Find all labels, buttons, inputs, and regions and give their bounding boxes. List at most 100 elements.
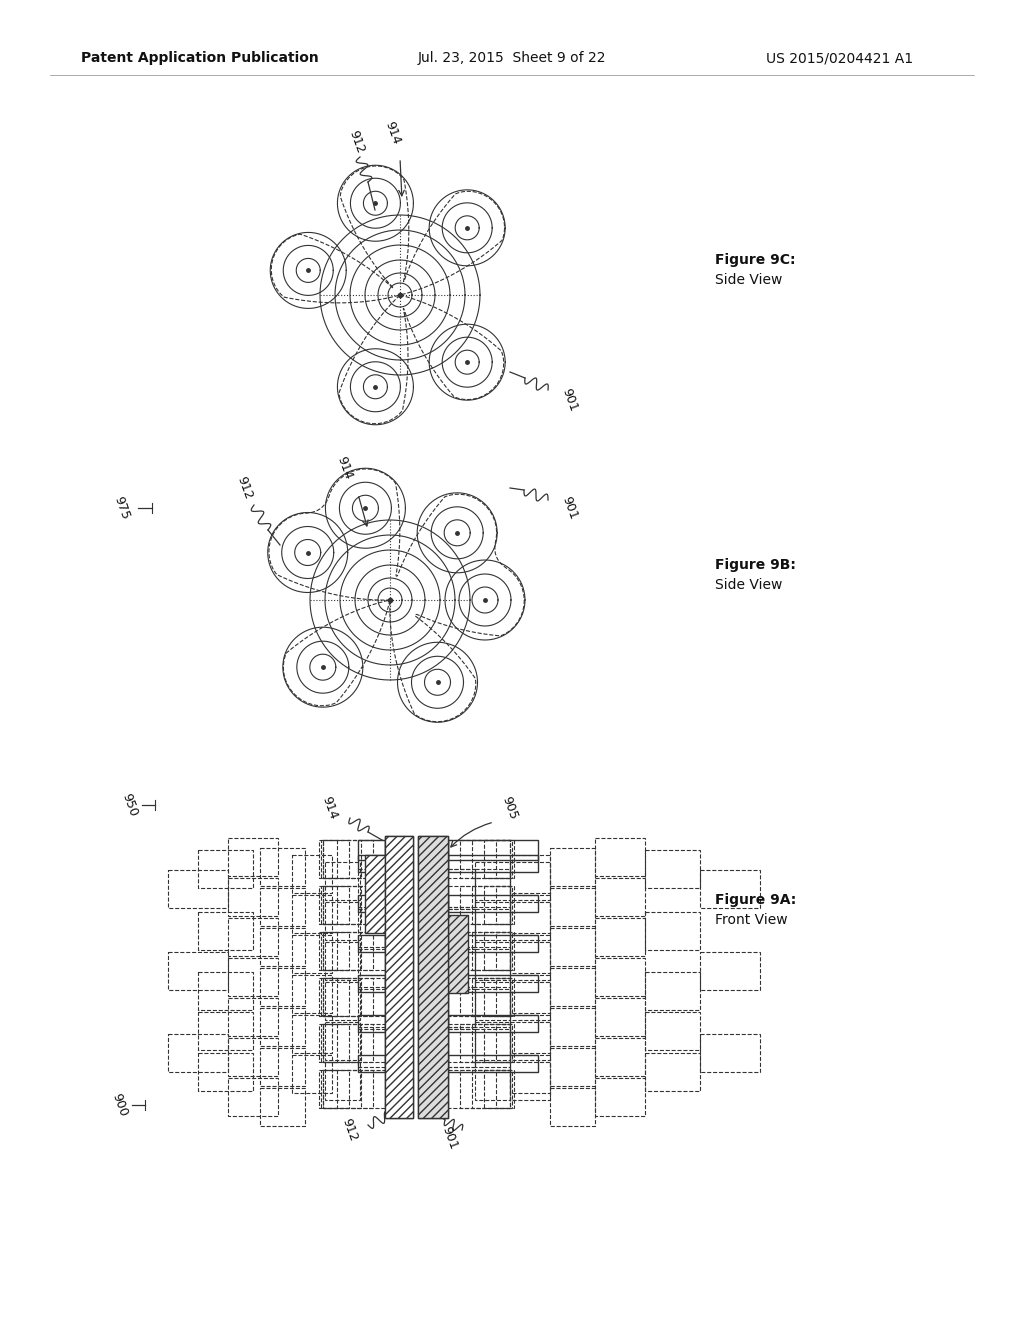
Bar [323, 886, 385, 924]
Bar [449, 915, 468, 993]
Bar [325, 902, 360, 940]
Bar [496, 978, 514, 1016]
Bar [472, 932, 510, 970]
Text: Figure 9B:: Figure 9B: [715, 558, 796, 572]
Bar [228, 1038, 278, 1076]
Bar [475, 1030, 510, 1067]
Bar [550, 1048, 595, 1086]
Bar [510, 942, 550, 979]
Bar [645, 1053, 700, 1092]
Bar [319, 932, 337, 970]
Bar [323, 932, 373, 970]
Bar [321, 1071, 349, 1107]
Bar [550, 847, 595, 886]
Text: 901: 901 [440, 1125, 460, 1151]
Bar [449, 1024, 510, 1063]
Bar [449, 978, 510, 1016]
Bar [475, 1063, 510, 1100]
Text: Front View: Front View [715, 913, 787, 927]
Bar [510, 855, 550, 894]
Text: 975: 975 [112, 495, 132, 521]
Bar [496, 1024, 514, 1063]
Bar [198, 972, 253, 1010]
Bar [510, 895, 550, 933]
Bar [484, 886, 512, 924]
Bar [385, 836, 413, 1118]
Bar [460, 1024, 510, 1063]
Bar [475, 982, 510, 1020]
Text: 912: 912 [234, 475, 255, 502]
Bar [460, 932, 510, 970]
Bar [292, 1015, 332, 1053]
Text: 905: 905 [500, 795, 520, 821]
Bar [449, 840, 510, 878]
Bar [700, 952, 760, 990]
Bar [550, 888, 595, 927]
Bar [449, 935, 538, 952]
Bar [319, 978, 337, 1016]
Bar [460, 840, 510, 878]
Bar [198, 912, 253, 950]
Bar [321, 978, 349, 1016]
Bar [321, 840, 349, 878]
Bar [449, 909, 475, 946]
Bar [449, 895, 538, 912]
Bar [358, 975, 385, 993]
Bar [228, 1078, 278, 1115]
Bar [325, 942, 360, 979]
Bar [358, 935, 385, 952]
Text: Side View: Side View [715, 273, 782, 286]
Bar [550, 928, 595, 966]
Text: Side View: Side View [715, 578, 782, 591]
Bar [418, 836, 449, 1118]
Text: 914: 914 [319, 795, 340, 821]
Text: 950: 950 [120, 792, 140, 818]
Bar [323, 840, 385, 878]
Bar [198, 1053, 253, 1092]
Bar [475, 1022, 510, 1060]
Bar [460, 1071, 510, 1107]
Bar [645, 1012, 700, 1049]
Bar [260, 1088, 305, 1126]
Bar [700, 870, 760, 908]
Bar [595, 838, 645, 876]
Bar [645, 912, 700, 950]
Bar [510, 1015, 550, 1053]
Bar [449, 886, 510, 924]
Bar [449, 855, 538, 873]
Bar [449, 840, 538, 861]
Bar [323, 886, 373, 924]
Bar [475, 942, 510, 979]
Text: Figure 9C:: Figure 9C: [715, 253, 796, 267]
Bar [472, 978, 510, 1016]
Bar [323, 978, 361, 1016]
Bar [325, 1063, 360, 1100]
Bar [475, 989, 510, 1027]
Text: Figure 9A:: Figure 9A: [715, 894, 797, 907]
Bar [292, 975, 332, 1012]
Bar [358, 1055, 385, 1072]
Bar [484, 1024, 512, 1063]
Bar [460, 978, 510, 1016]
Bar [449, 1015, 538, 1032]
Bar [510, 1055, 550, 1093]
Bar [472, 1024, 510, 1063]
Bar [323, 932, 361, 970]
Bar [595, 878, 645, 916]
Bar [449, 975, 538, 993]
Bar [484, 978, 512, 1016]
Bar [475, 869, 510, 907]
Bar [323, 978, 385, 1016]
Bar [228, 838, 278, 876]
Bar [358, 989, 385, 1027]
Bar [228, 998, 278, 1036]
Bar [595, 1038, 645, 1076]
Bar [292, 895, 332, 933]
Bar [323, 1071, 361, 1107]
Bar [198, 850, 253, 888]
Bar [472, 1071, 510, 1107]
Bar [358, 909, 385, 946]
Bar [645, 972, 700, 1010]
Bar [260, 888, 305, 927]
Bar [323, 886, 361, 924]
